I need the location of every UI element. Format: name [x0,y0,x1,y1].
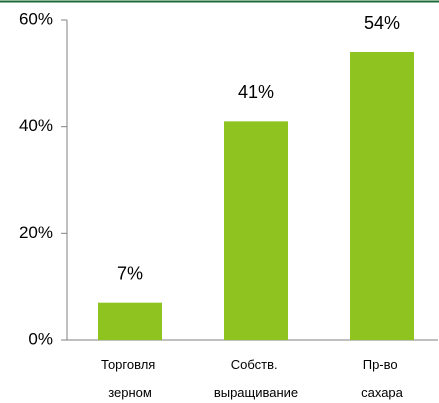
y-tick-label: 60% [19,9,53,28]
x-tick-label: Торговля зерном [101,357,159,400]
y-tick-label: 40% [19,116,53,135]
bar [98,302,162,340]
x-tick-label: Пр-во сахара [361,357,404,400]
x-tick-label: Собств. выращивание [214,357,298,400]
y-tick-label: 0% [28,329,53,348]
bar [350,52,414,340]
bar [224,121,288,340]
value-label: 7% [117,263,143,283]
value-label: 54% [364,13,400,33]
value-label: 41% [238,82,274,102]
y-tick-label: 20% [19,223,53,242]
